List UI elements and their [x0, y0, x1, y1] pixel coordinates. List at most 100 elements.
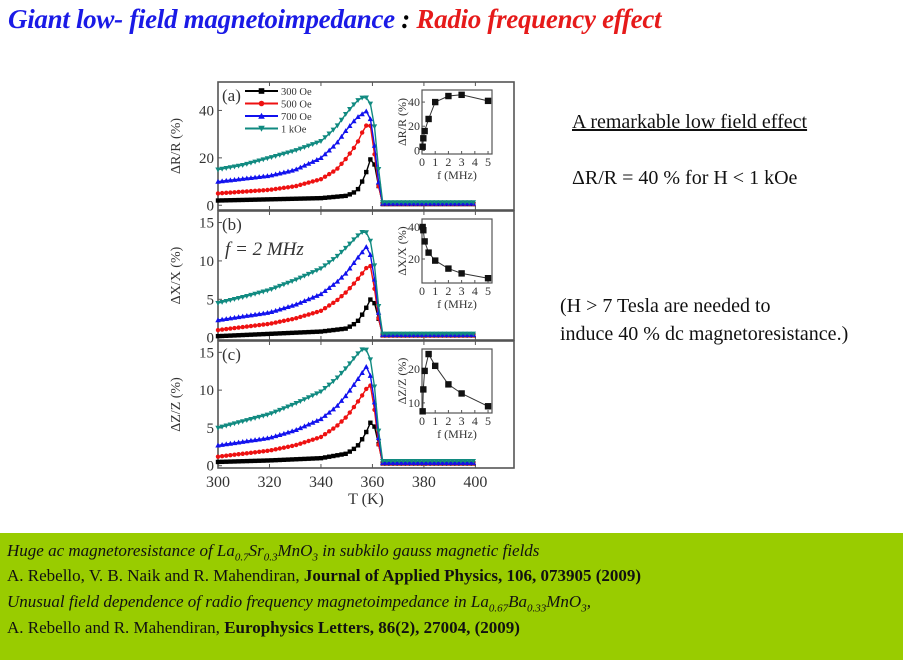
- ref-text: Ba: [508, 592, 528, 611]
- reference-2-title: Unusual field dependence of radio freque…: [7, 592, 591, 614]
- data-point: [244, 175, 250, 181]
- inset-x-tick-label: 2: [445, 414, 451, 428]
- data-point: [421, 458, 427, 464]
- data-point: [224, 333, 229, 338]
- legend-marker: [258, 100, 265, 107]
- data-point: [375, 428, 382, 434]
- data-point: [314, 417, 320, 423]
- inset-x-tick-label: 0: [419, 284, 425, 298]
- data-point: [355, 233, 361, 239]
- y-tick-label: 0: [207, 198, 215, 214]
- data-point: [364, 429, 369, 435]
- data-point: [240, 438, 246, 444]
- data-point: [272, 171, 279, 177]
- data-point: [252, 311, 258, 317]
- data-point: [404, 331, 411, 337]
- frequency-annotation: f = 2 MHz: [225, 239, 304, 260]
- data-point: [277, 152, 283, 158]
- data-point: [298, 196, 303, 201]
- ref-journal: Europhysics Letters, 86(2), 27004, (2009…: [224, 618, 520, 637]
- data-point: [384, 331, 390, 337]
- inset-data-point: [421, 238, 428, 245]
- data-point: [231, 314, 238, 320]
- data-point: [264, 435, 271, 441]
- data-point: [252, 415, 258, 421]
- data-point: [297, 425, 304, 431]
- data-point: [281, 305, 287, 311]
- data-point: [322, 263, 328, 269]
- data-point: [232, 197, 237, 203]
- data-point: [248, 292, 254, 298]
- data-point: [224, 326, 229, 332]
- data-point: [240, 459, 245, 464]
- data-point: [268, 411, 275, 417]
- data-point: [281, 457, 287, 463]
- data-point: [219, 198, 225, 203]
- data-point: [235, 176, 242, 182]
- data-point: [367, 357, 374, 363]
- y-axis-label: ΔX/X (%): [169, 246, 184, 304]
- data-point: [392, 200, 398, 206]
- data-point: [289, 330, 295, 336]
- data-point: [260, 157, 267, 163]
- data-point: [330, 282, 337, 287]
- data-point: [342, 245, 349, 251]
- data-point: [281, 406, 287, 412]
- data-point: [445, 331, 452, 337]
- data-point: [355, 376, 361, 381]
- inset-y-axis-label: ΔZ/Z (%): [395, 358, 409, 405]
- data-point: [302, 330, 307, 335]
- data-point: [293, 427, 299, 432]
- data-point: [281, 196, 287, 202]
- data-point: [252, 159, 258, 165]
- inset-data-point: [458, 390, 465, 397]
- data-point: [396, 331, 402, 337]
- ref-text: Sr: [248, 541, 264, 560]
- data-point: [289, 428, 295, 434]
- inset-x-tick-label: 0: [419, 155, 425, 169]
- data-point: [392, 458, 398, 464]
- data-point: [318, 416, 324, 422]
- y-tick-label: 0: [207, 459, 215, 475]
- inset-x-tick-label: 1: [432, 155, 438, 169]
- data-point: [281, 151, 287, 157]
- legend-label: 1 kOe: [281, 125, 307, 136]
- data-point: [335, 194, 340, 199]
- data-point: [359, 179, 365, 184]
- data-point: [261, 449, 266, 454]
- data-point: [252, 437, 258, 443]
- data-point: [339, 452, 344, 457]
- data-point: [314, 178, 320, 183]
- data-point: [277, 457, 282, 463]
- data-point: [293, 301, 299, 307]
- data-point: [269, 321, 274, 326]
- x-tick-label: 380: [412, 474, 436, 491]
- inset-data-point: [425, 115, 432, 123]
- data-point: [273, 457, 278, 463]
- inset-y-tick-label: 0: [414, 143, 420, 157]
- data-point: [310, 179, 315, 184]
- data-point: [458, 458, 464, 464]
- data-point: [219, 178, 225, 184]
- data-point: [231, 421, 238, 427]
- data-point: [302, 313, 307, 318]
- data-point: [305, 271, 312, 277]
- inset-data-point: [432, 257, 439, 264]
- data-point: [281, 430, 287, 436]
- data-point: [335, 327, 340, 332]
- data-point: [294, 196, 299, 201]
- x-tick-label: 360: [360, 474, 384, 491]
- data-point: [223, 177, 229, 183]
- data-point: [227, 422, 234, 428]
- data-point: [351, 145, 357, 151]
- ref-text: MnO: [277, 541, 313, 560]
- data-point: [256, 414, 262, 420]
- data-point: [285, 444, 291, 450]
- data-point: [445, 200, 452, 206]
- data-point: [252, 174, 258, 180]
- data-point: [265, 187, 270, 193]
- data-point: [248, 323, 254, 329]
- data-point: [322, 412, 328, 418]
- y-tick-label: 20: [199, 151, 214, 167]
- data-point: [219, 327, 225, 332]
